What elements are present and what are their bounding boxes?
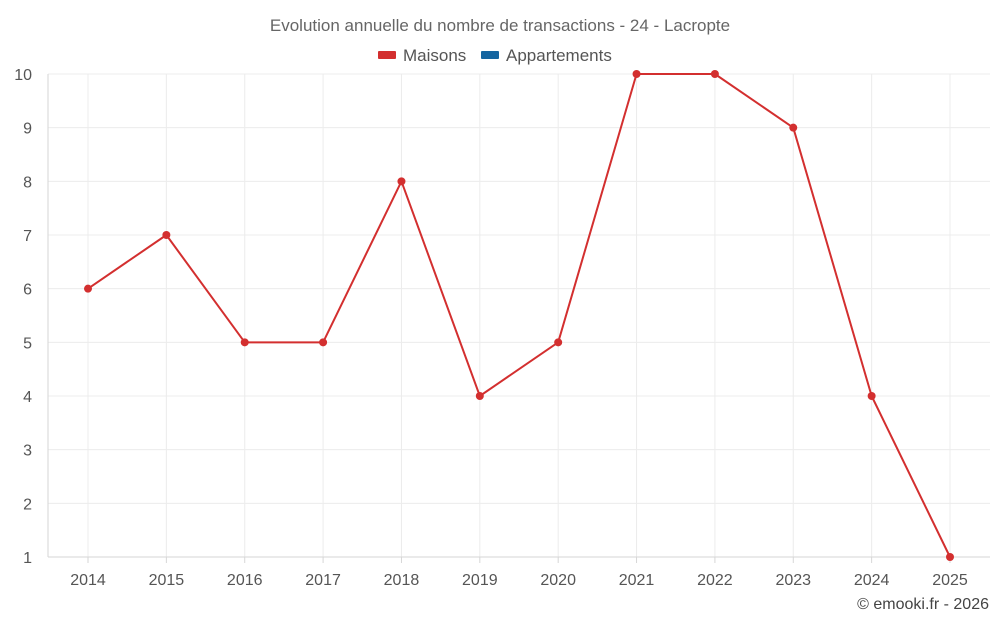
x-tick-label: 2020	[540, 572, 576, 589]
legend-label-maisons[interactable]: Maisons	[403, 46, 466, 65]
y-tick-label: 6	[23, 282, 32, 299]
data-point-maisons-2023[interactable]	[789, 123, 798, 132]
y-tick-label: 1	[23, 550, 32, 567]
x-tick-label: 2025	[932, 572, 968, 589]
x-tick-label: 2017	[305, 572, 341, 589]
y-tick-label: 7	[23, 228, 32, 245]
credit-text: © emooki.fr - 2026	[857, 596, 989, 613]
x-tick-label: 2016	[227, 572, 263, 589]
data-point-maisons-2016[interactable]	[240, 338, 249, 347]
y-tick-label: 3	[23, 443, 32, 460]
y-tick-label: 5	[23, 335, 32, 352]
legend-label-appartements[interactable]: Appartements	[506, 46, 612, 65]
x-axis: 2014 2015 2016 2017 2018 2019 2020 2021 2022 2023…	[48, 556, 990, 589]
x-tick-label: 2019	[462, 572, 498, 589]
data-point-maisons-2025[interactable]	[946, 553, 954, 561]
data-point-maisons-2015[interactable]	[162, 231, 171, 239]
legend: Maisons Appartements	[378, 46, 612, 65]
y-tick-label: 8	[23, 174, 32, 191]
x-tick-label: 2021	[619, 572, 655, 589]
data-point-maisons-2024[interactable]	[867, 392, 876, 400]
series-line-maisons	[87, 73, 951, 558]
legend-swatch-appartements[interactable]	[481, 51, 499, 59]
data-point-maisons-2018[interactable]	[397, 177, 406, 186]
data-point-maisons-2019[interactable]	[475, 392, 484, 400]
data-point-maisons-2014[interactable]	[84, 284, 92, 293]
x-tick-label: 2023	[775, 572, 811, 589]
x-tick-label: 2014	[70, 572, 106, 589]
data-point-maisons-2017[interactable]	[319, 338, 328, 347]
legend-swatch-maisons[interactable]	[378, 51, 396, 59]
x-tick-label: 2024	[854, 572, 890, 589]
y-axis: 1 2 3 4 5 6 7 8 9 10	[14, 67, 49, 567]
y-tick-label: 2	[23, 496, 32, 513]
y-tick-label: 10	[14, 67, 32, 84]
grid	[48, 73, 990, 557]
y-tick-label: 9	[23, 121, 32, 138]
data-point-maisons-2020[interactable]	[554, 338, 563, 347]
x-tick-label: 2022	[697, 572, 733, 589]
x-tick-label: 2015	[149, 572, 185, 589]
data-point-maisons-2021[interactable]	[632, 70, 641, 78]
chart-title: Evolution annuelle du nombre de transact…	[270, 16, 730, 35]
y-tick-label: 4	[23, 389, 32, 406]
series-maisons	[84, 70, 954, 561]
data-point-maisons-2022[interactable]	[710, 70, 719, 78]
x-tick-label: 2018	[384, 572, 420, 589]
